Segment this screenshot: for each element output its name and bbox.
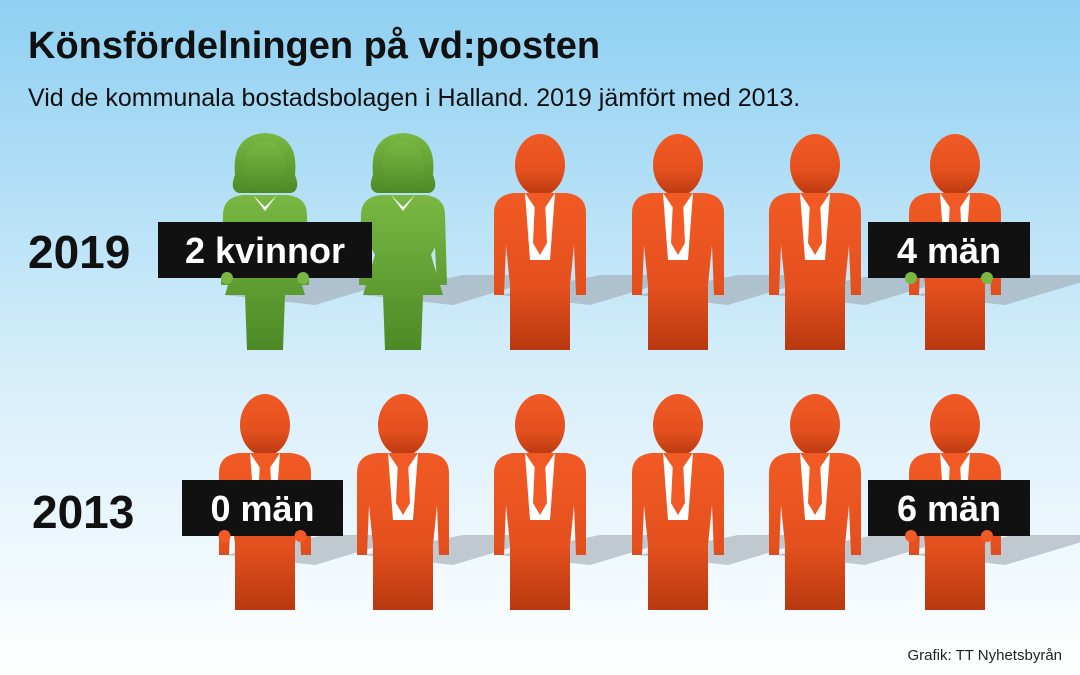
label-pin — [297, 272, 309, 284]
label-pin — [981, 530, 993, 542]
label-pin — [905, 272, 917, 284]
label-pin — [218, 530, 231, 542]
year-label: 2013 — [32, 486, 134, 538]
title: Könsfördelningen på vd:posten — [28, 25, 600, 67]
label-pin — [221, 272, 233, 284]
label-box — [158, 222, 372, 278]
count-label: 4 män — [897, 230, 1001, 271]
count-label: 6 män — [897, 488, 1001, 529]
rows: 2019 2 kvinnor 4 män 2013 0 män 6 män — [28, 222, 1030, 542]
label-pin — [981, 272, 993, 284]
label-box — [182, 480, 343, 536]
count-label: 2 kvinnor — [185, 230, 345, 271]
year-label: 2019 — [28, 226, 130, 278]
label-pin — [294, 530, 307, 542]
label-pin — [905, 530, 917, 542]
subtitle: Vid de kommunala bostadsbolagen i Hallan… — [28, 84, 800, 112]
label-box — [868, 222, 1030, 278]
label-box — [868, 480, 1030, 536]
count-label: 0 män — [210, 488, 314, 529]
credit: Grafik: TT Nyhetsbyrån — [908, 647, 1063, 664]
